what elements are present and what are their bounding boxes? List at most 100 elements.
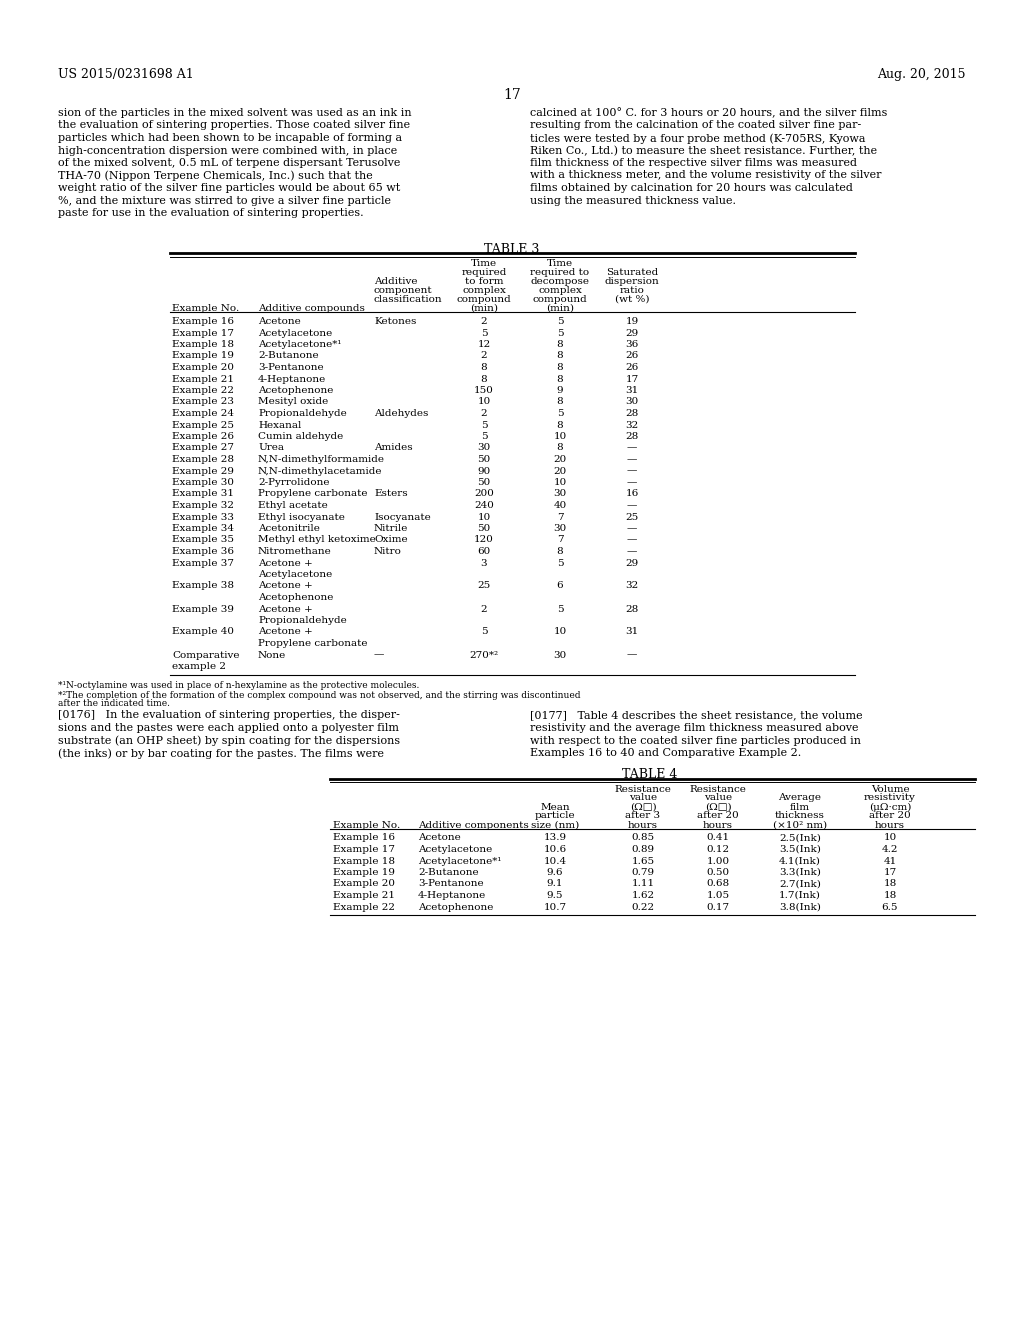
Text: (the inks) or by bar coating for the pastes. The films were: (the inks) or by bar coating for the pas… [58, 748, 384, 759]
Text: Acetone: Acetone [418, 833, 461, 842]
Text: 31: 31 [626, 627, 639, 636]
Text: sions and the pastes were each applied onto a polyester film: sions and the pastes were each applied o… [58, 723, 399, 733]
Text: 5: 5 [480, 421, 487, 429]
Text: —: — [627, 455, 637, 465]
Text: Example 34: Example 34 [172, 524, 234, 533]
Text: 120: 120 [474, 536, 494, 544]
Text: 29: 29 [626, 558, 639, 568]
Text: 20: 20 [553, 466, 566, 475]
Text: Esters: Esters [374, 490, 408, 499]
Text: —: — [627, 536, 637, 544]
Text: 10: 10 [884, 833, 897, 842]
Text: 31: 31 [626, 385, 639, 395]
Text: (min): (min) [546, 304, 574, 313]
Text: Acetylacetone: Acetylacetone [258, 570, 332, 579]
Text: Resistance: Resistance [689, 784, 746, 793]
Text: Example 19: Example 19 [172, 351, 234, 360]
Text: 8: 8 [557, 363, 563, 372]
Text: 5: 5 [557, 329, 563, 338]
Text: (min): (min) [470, 304, 498, 313]
Text: 28: 28 [626, 605, 639, 614]
Text: —: — [627, 478, 637, 487]
Text: the evaluation of sintering properties. Those coated silver fine: the evaluation of sintering properties. … [58, 120, 411, 131]
Text: Acetone +: Acetone + [258, 582, 312, 590]
Text: complex: complex [538, 286, 582, 294]
Text: hours: hours [628, 821, 658, 829]
Text: Ethyl isocyanate: Ethyl isocyanate [258, 512, 345, 521]
Text: US 2015/0231698 A1: US 2015/0231698 A1 [58, 69, 194, 81]
Text: Example 18: Example 18 [333, 857, 395, 866]
Text: Example 33: Example 33 [172, 512, 234, 521]
Text: 4.1(Ink): 4.1(Ink) [779, 857, 821, 866]
Text: 150: 150 [474, 385, 494, 395]
Text: 7: 7 [557, 536, 563, 544]
Text: 0.79: 0.79 [632, 869, 654, 876]
Text: Acetonitrile: Acetonitrile [258, 524, 319, 533]
Text: 17: 17 [626, 375, 639, 384]
Text: Example 21: Example 21 [172, 375, 234, 384]
Text: —: — [627, 502, 637, 510]
Text: 3.3(Ink): 3.3(Ink) [779, 869, 821, 876]
Text: 50: 50 [477, 478, 490, 487]
Text: example 2: example 2 [172, 663, 226, 671]
Text: 32: 32 [626, 582, 639, 590]
Text: sion of the particles in the mixed solvent was used as an ink in: sion of the particles in the mixed solve… [58, 108, 412, 117]
Text: 5: 5 [557, 317, 563, 326]
Text: [0176]   In the evaluation of sintering properties, the disper-: [0176] In the evaluation of sintering pr… [58, 710, 400, 721]
Text: 5: 5 [480, 329, 487, 338]
Text: Acetone: Acetone [258, 317, 301, 326]
Text: 18: 18 [884, 879, 897, 888]
Text: 0.17: 0.17 [707, 903, 729, 912]
Text: *²The completion of the formation of the complex compound was not observed, and : *²The completion of the formation of the… [58, 690, 581, 700]
Text: film: film [790, 803, 810, 812]
Text: Aug. 20, 2015: Aug. 20, 2015 [878, 69, 966, 81]
Text: Example 36: Example 36 [172, 546, 234, 556]
Text: 10.4: 10.4 [544, 857, 566, 866]
Text: Nitrile: Nitrile [374, 524, 409, 533]
Text: Average: Average [778, 793, 821, 803]
Text: —: — [627, 524, 637, 533]
Text: Time: Time [471, 259, 497, 268]
Text: Mesityl oxide: Mesityl oxide [258, 397, 329, 407]
Text: 26: 26 [626, 351, 639, 360]
Text: Example 21: Example 21 [333, 891, 395, 900]
Text: component: component [374, 286, 432, 294]
Text: TABLE 3: TABLE 3 [484, 243, 540, 256]
Text: compound: compound [457, 294, 511, 304]
Text: 1.05: 1.05 [707, 891, 729, 900]
Text: of the mixed solvent, 0.5 mL of terpene dispersant Terusolve: of the mixed solvent, 0.5 mL of terpene … [58, 158, 400, 168]
Text: Mean: Mean [541, 803, 569, 812]
Text: —: — [627, 651, 637, 660]
Text: decompose: decompose [530, 277, 590, 286]
Text: high-concentration dispersion were combined with, in place: high-concentration dispersion were combi… [58, 145, 397, 156]
Text: value: value [703, 793, 732, 803]
Text: after 3: after 3 [626, 812, 660, 821]
Text: 0.22: 0.22 [632, 903, 654, 912]
Text: Example 28: Example 28 [172, 455, 234, 465]
Text: —: — [627, 466, 637, 475]
Text: Example 17: Example 17 [333, 845, 395, 854]
Text: 3.5(Ink): 3.5(Ink) [779, 845, 821, 854]
Text: 6.5: 6.5 [882, 903, 898, 912]
Text: dispersion: dispersion [604, 277, 659, 286]
Text: Example 17: Example 17 [172, 329, 234, 338]
Text: Time: Time [547, 259, 573, 268]
Text: 29: 29 [626, 329, 639, 338]
Text: (Ω□): (Ω□) [705, 803, 731, 812]
Text: 1.7(Ink): 1.7(Ink) [779, 891, 821, 900]
Text: 40: 40 [553, 502, 566, 510]
Text: (×10² nm): (×10² nm) [773, 821, 827, 829]
Text: 32: 32 [626, 421, 639, 429]
Text: Ketones: Ketones [374, 317, 417, 326]
Text: 0.85: 0.85 [632, 833, 654, 842]
Text: Methyl ethyl ketoxime: Methyl ethyl ketoxime [258, 536, 376, 544]
Text: 2: 2 [480, 409, 487, 418]
Text: *¹N-octylamine was used in place of n-hexylamine as the protective molecules.: *¹N-octylamine was used in place of n-he… [58, 681, 420, 689]
Text: particles which had been shown to be incapable of forming a: particles which had been shown to be inc… [58, 133, 402, 143]
Text: 1.62: 1.62 [632, 891, 654, 900]
Text: Ethyl acetate: Ethyl acetate [258, 502, 328, 510]
Text: Cumin aldehyde: Cumin aldehyde [258, 432, 343, 441]
Text: Nitromethane: Nitromethane [258, 546, 332, 556]
Text: 200: 200 [474, 490, 494, 499]
Text: Example 25: Example 25 [172, 421, 234, 429]
